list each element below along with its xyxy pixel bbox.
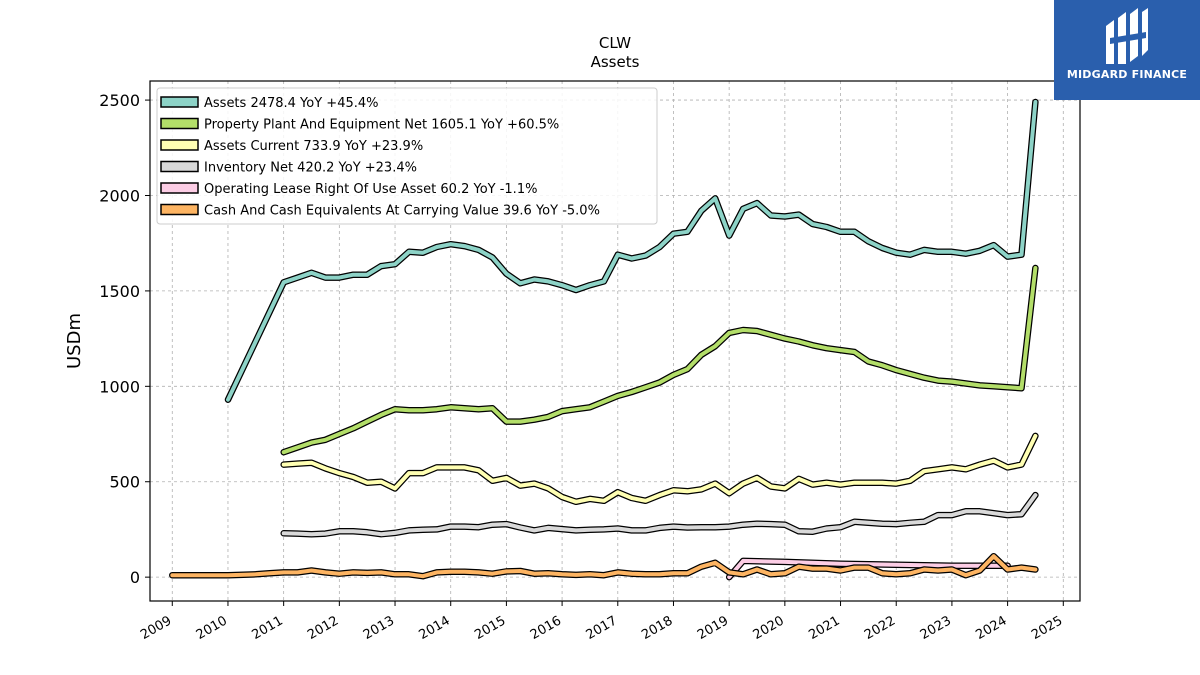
legend-label: Operating Lease Right Of Use Asset 60.2 …: [204, 182, 537, 197]
series-line: [727, 558, 1010, 580]
series-5: [169, 552, 1039, 580]
legend-frame: [156, 87, 658, 225]
y-tick-label: 2500: [99, 91, 140, 110]
brand-logo: MIDGARD FINANCE: [1054, 0, 1200, 100]
midgard-logo-icon: [1106, 8, 1148, 64]
legend-label: Cash And Cash Equivalents At Carrying Va…: [204, 204, 600, 219]
legend-label: Assets Current 733.9 YoY +23.9%: [204, 139, 423, 154]
y-tick-label: 500: [109, 473, 140, 492]
chart-title: CLW: [599, 34, 631, 52]
legend-swatch: [160, 117, 199, 130]
series-line: [226, 100, 1038, 402]
series-group: [169, 98, 1039, 581]
legend-swatch: [160, 96, 199, 108]
series-0: [224, 98, 1039, 403]
brand-logo-text: MIDGARD FINANCE: [1066, 68, 1188, 81]
y-tick-label: 1000: [99, 377, 140, 396]
plot-frame: [149, 80, 1081, 602]
y-ticks: 0 500 1000 1500 2000 2500: [99, 91, 150, 587]
series-1: [280, 264, 1039, 456]
series-3: [280, 491, 1039, 538]
legend-swatch: [160, 160, 199, 173]
legend-swatch: [160, 203, 199, 216]
series-line: [281, 266, 1038, 455]
y-axis-label: USDm: [64, 313, 85, 369]
series-line: [281, 493, 1038, 537]
chart-subtitle: Assets: [591, 53, 640, 71]
series-2: [280, 432, 1039, 506]
y-tick-label: 1500: [99, 282, 140, 301]
legend-label: Assets 2478.4 YoY +45.4%: [204, 96, 379, 111]
legend-swatch: [160, 139, 199, 151]
series-line: [170, 554, 1038, 579]
y-tick-label: 0: [130, 568, 140, 587]
legend: Assets 2478.4 YoY +45.4% Property Plant A…: [156, 87, 658, 225]
legend-swatch: [160, 182, 199, 194]
legend-label: Property Plant And Equipment Net 1605.1 …: [204, 118, 559, 133]
legend-label: Inventory Net 420.2 YoY +23.4%: [204, 161, 417, 176]
series-line: [281, 433, 1038, 504]
series-4: [725, 557, 1011, 581]
y-tick-label: 2000: [99, 186, 140, 205]
